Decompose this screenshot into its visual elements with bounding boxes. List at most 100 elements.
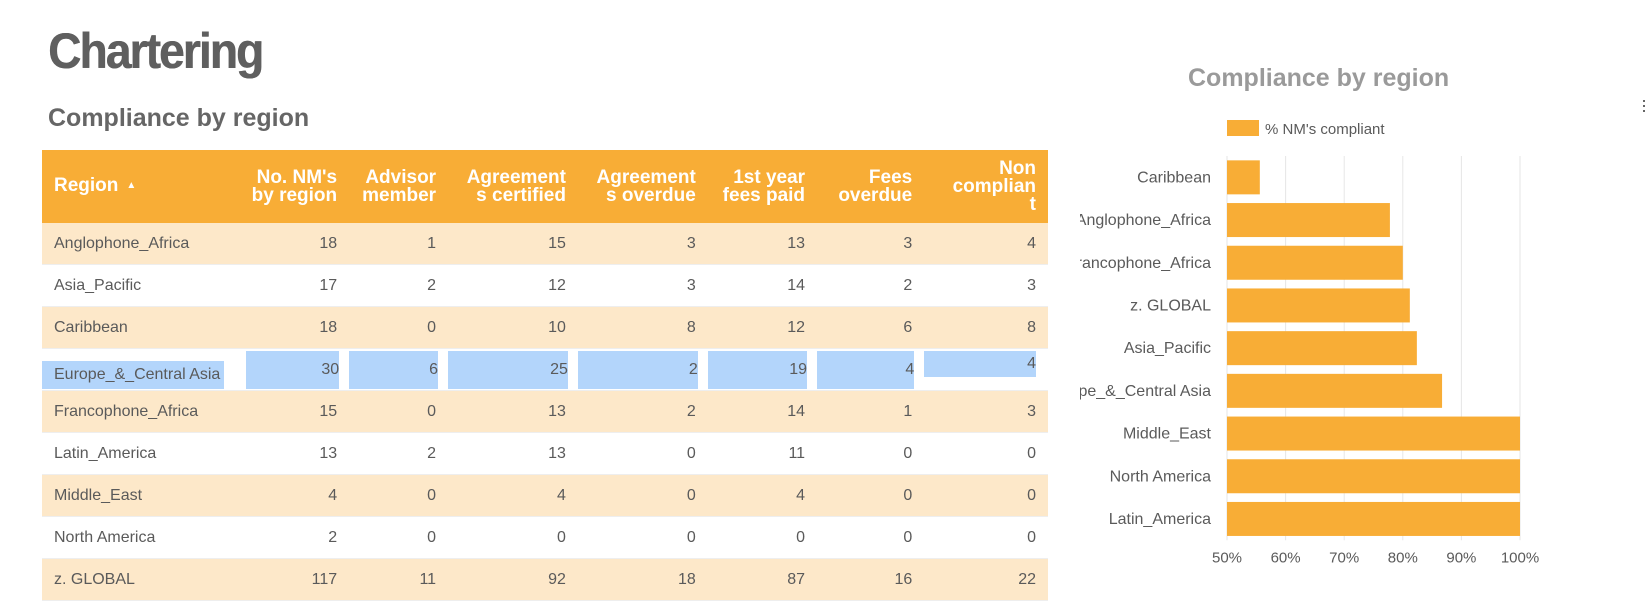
table-row[interactable]: Anglophone_Africa 18 1 15 3 13 3 4 xyxy=(42,223,1048,265)
cell-text: 15 xyxy=(548,234,566,252)
region-cell: Europe_&_Central Asia xyxy=(42,348,247,391)
column-header[interactable]: No. NM's by region xyxy=(246,150,350,223)
value-cell: 18 xyxy=(577,558,708,601)
value-cell: 3 xyxy=(577,264,708,307)
column-header-label: No. NM's xyxy=(256,166,338,188)
value-cell: 22 xyxy=(924,558,1048,601)
cell-text: 0 xyxy=(427,402,437,420)
table-row[interactable]: Asia_Pacific 17 2 12 3 14 2 3 xyxy=(42,264,1048,307)
column-header-label: Agreement xyxy=(466,166,566,188)
value-cell: 8 xyxy=(924,306,1048,349)
region-cell: Asia_Pacific xyxy=(42,264,247,307)
category-label: Europe_&_Central Asia xyxy=(1080,383,1211,400)
column-header[interactable]: Fees overdue xyxy=(817,150,925,223)
cell-text: Asia_Pacific xyxy=(54,276,142,294)
table-row[interactable]: Latin_America 13 2 13 0 11 0 0 xyxy=(42,432,1048,475)
column-header[interactable]: 1st year fees paid xyxy=(707,150,818,223)
bar xyxy=(1227,373,1443,408)
legend-label: % NM's compliant xyxy=(1265,121,1385,138)
value-cell: 0 xyxy=(349,516,449,559)
column-header-label: member xyxy=(362,184,437,206)
cell-text: 13 xyxy=(548,444,566,462)
table-row[interactable]: Middle_East 4 0 4 0 4 0 0 xyxy=(42,474,1048,517)
column-header-label: Fees xyxy=(868,166,913,188)
column-header-label: overdue xyxy=(838,184,913,206)
cell-text: 8 xyxy=(686,318,696,336)
cell-text: 10 xyxy=(548,318,566,336)
value-cell: 10 xyxy=(448,306,578,349)
value-cell: 30 xyxy=(246,348,350,391)
cell-text: 0 xyxy=(557,528,566,546)
bar xyxy=(1227,416,1520,451)
region-cell: Caribbean xyxy=(42,306,247,349)
value-cell: 25 xyxy=(448,348,578,391)
x-tick-label: 80% xyxy=(1388,549,1418,566)
value-cell: 0 xyxy=(448,516,578,559)
value-cell: 15 xyxy=(448,223,578,265)
cell-text: 0 xyxy=(1027,528,1036,546)
region-cell: Latin_America xyxy=(42,432,247,475)
x-tick-label: 70% xyxy=(1329,549,1359,566)
cell-text: 3 xyxy=(1027,276,1036,294)
cell-text: 0 xyxy=(903,486,913,504)
category-label: Latin_America xyxy=(1109,511,1211,528)
column-header-label: Advisor xyxy=(365,166,437,188)
table-row[interactable]: z. GLOBAL 117 11 92 18 87 16 22 xyxy=(42,558,1048,601)
column-header-label: Non xyxy=(999,157,1036,179)
cell-text: 0 xyxy=(903,444,913,462)
cell-text: 2 xyxy=(328,528,338,546)
cell-text: 0 xyxy=(903,528,913,546)
cell-text: 0 xyxy=(427,486,437,504)
cell-text: 6 xyxy=(349,350,439,389)
value-cell: 13 xyxy=(707,223,818,265)
cell-text: 17 xyxy=(319,276,338,294)
bar xyxy=(1227,459,1520,494)
cell-text: 18 xyxy=(319,318,338,336)
x-tick-label: 100% xyxy=(1501,549,1539,566)
table-row[interactable]: Caribbean 18 0 10 8 12 6 8 xyxy=(42,306,1048,349)
value-cell: 117 xyxy=(246,558,350,601)
cell-text: Middle_East xyxy=(54,486,143,504)
column-header-label: complian xyxy=(952,175,1036,197)
cell-text: 4 xyxy=(924,350,1036,377)
more-options-icon[interactable] xyxy=(1643,100,1646,115)
column-header[interactable]: Advisor member xyxy=(349,150,449,223)
value-cell: 2 xyxy=(349,264,449,307)
category-label: Francophone_Africa xyxy=(1080,255,1211,272)
value-cell: 15 xyxy=(246,390,350,433)
cell-text: 2 xyxy=(427,444,437,462)
bar xyxy=(1227,245,1403,280)
value-cell: 2 xyxy=(349,432,449,475)
table-body: Anglophone_Africa 18 1 15 3 13 3 4 Asia_Pacific 1… xyxy=(42,223,1048,601)
value-cell: 4 xyxy=(924,223,1048,265)
category-label: Caribbean xyxy=(1137,169,1211,186)
column-header-region[interactable]: Region ▲ xyxy=(42,150,247,223)
cell-text: 0 xyxy=(796,528,806,546)
table-row[interactable]: Francophone_Africa 15 0 13 2 14 1 3 xyxy=(42,390,1048,433)
table-row[interactable]: Europe_&_Central Asia 30 6 25 2 19 4 4 xyxy=(42,348,1048,391)
cell-text: 19 xyxy=(707,350,808,389)
column-header-label: fees paid xyxy=(722,184,806,206)
column-header[interactable]: Non complian t xyxy=(924,150,1048,223)
value-cell: 1 xyxy=(817,390,925,433)
bar xyxy=(1227,288,1410,323)
column-header-label: s overdue xyxy=(606,184,696,206)
column-header[interactable]: Agreement s overdue xyxy=(577,150,708,223)
cell-text: 0 xyxy=(427,318,437,336)
legend-swatch xyxy=(1227,120,1259,136)
region-cell: Anglophone_Africa xyxy=(42,223,247,265)
column-header[interactable]: Agreement s certified xyxy=(448,150,578,223)
compliance-table: Region ▲ No. NM's by region Advisor member Agr… xyxy=(42,150,1048,601)
region-cell: Middle_East xyxy=(42,474,247,517)
cell-text: 4 xyxy=(817,350,915,389)
value-cell: 4 xyxy=(817,348,925,391)
table-row[interactable]: North America 2 0 0 0 0 0 0 xyxy=(42,516,1048,559)
cell-text: 18 xyxy=(319,234,338,252)
value-cell: 0 xyxy=(817,474,925,517)
sort-ascending-icon[interactable]: ▲ xyxy=(126,180,137,192)
value-cell: 0 xyxy=(349,390,449,433)
column-header-label: Agreement xyxy=(596,166,696,188)
value-cell: 6 xyxy=(817,306,925,349)
category-label: Anglophone_Africa xyxy=(1080,212,1211,229)
value-cell: 19 xyxy=(707,348,818,391)
